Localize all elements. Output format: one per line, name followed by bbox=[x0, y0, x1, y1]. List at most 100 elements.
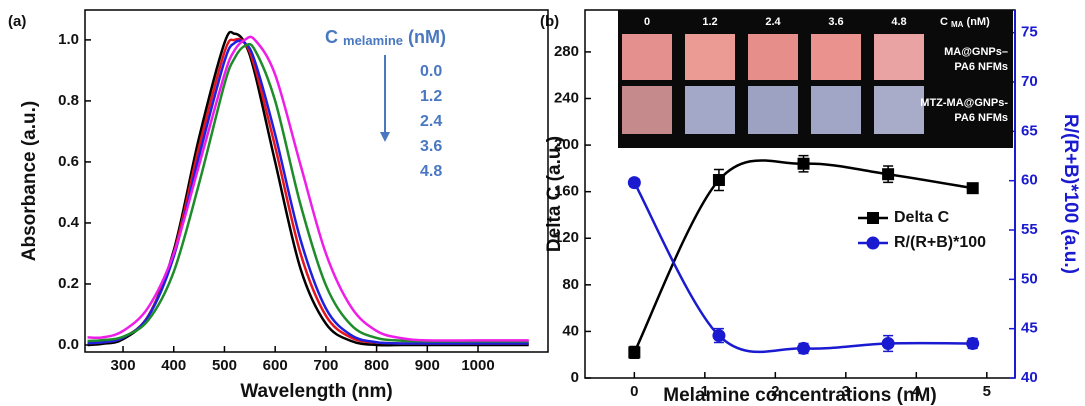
x-tick-label: 700 bbox=[313, 357, 338, 374]
x-tick-label: 1 bbox=[701, 383, 709, 400]
legend-label: 4.8 bbox=[420, 163, 442, 180]
x-tick-label: 0 bbox=[630, 383, 638, 400]
marker bbox=[712, 174, 725, 187]
marker bbox=[627, 176, 641, 190]
legend-title: C melamine (nM) bbox=[325, 27, 446, 51]
y-tick-label: 1.0 bbox=[58, 31, 79, 48]
legend-label: 0.0 bbox=[420, 63, 442, 80]
photo-inset: 0 1.2 2.4 3.6 4.8 C MA (nM) MA@GNPs– PA6… bbox=[618, 10, 1013, 148]
series-line bbox=[633, 182, 973, 354]
y-tick-label: 0.6 bbox=[58, 153, 79, 170]
series-line bbox=[633, 159, 973, 353]
legend-label: 3.6 bbox=[420, 138, 442, 155]
y-tick-label: 280 bbox=[554, 43, 579, 60]
x-tick-label: 600 bbox=[263, 357, 288, 374]
x-tick-label: 400 bbox=[161, 357, 186, 374]
inset-column-label: 3.6 bbox=[828, 16, 843, 28]
panel-label: (a) bbox=[8, 13, 26, 30]
legend-title-main: C bbox=[325, 27, 338, 47]
legend-label: 1.2 bbox=[420, 88, 442, 105]
y-axis-label: Absorbance (a.u.) bbox=[19, 101, 40, 261]
panel-label: (b) bbox=[540, 13, 559, 30]
series-line bbox=[87, 35, 529, 342]
photo bbox=[874, 86, 924, 134]
legend-title-sub: melamine bbox=[343, 33, 403, 48]
x-tick-label: 3 bbox=[842, 383, 850, 400]
y2-tick-label: 75 bbox=[1021, 24, 1038, 41]
panel: 0 1 2 3 4 50408012016020024028040455055606570… bbox=[540, 9, 1081, 406]
photo bbox=[874, 34, 924, 80]
photo bbox=[748, 34, 798, 80]
x-axis-label: Wavelength (nm) bbox=[240, 381, 392, 402]
x-tick-label: 500 bbox=[212, 357, 237, 374]
series-line bbox=[87, 39, 529, 345]
inset-row-label: PA6 NFMs bbox=[954, 61, 1008, 73]
y-axis-label: Delta C (a.u.) bbox=[544, 136, 565, 252]
x-tick-label: 900 bbox=[415, 357, 440, 374]
y-tick-label: 0.8 bbox=[58, 92, 79, 109]
y-tick-label: 0.0 bbox=[58, 336, 79, 353]
inset-axis-label-unit: (nM) bbox=[967, 16, 991, 28]
photo bbox=[622, 86, 672, 134]
marker bbox=[881, 336, 895, 350]
photo bbox=[685, 34, 735, 80]
marker bbox=[882, 168, 895, 181]
inset-axis-label: C MA (nM) bbox=[940, 16, 990, 31]
legend-label: R/(R+B)*100 bbox=[894, 234, 986, 251]
panel: 300 400 500 600 700 800 900 1000 0.0 0.2 0.4 0.6 0.8… bbox=[8, 9, 549, 402]
marker bbox=[712, 329, 726, 343]
legend-title-unit: (nM) bbox=[408, 27, 446, 47]
y2-tick-label: 70 bbox=[1021, 73, 1038, 90]
photo bbox=[811, 34, 861, 80]
y2-tick-label: 45 bbox=[1021, 320, 1038, 337]
photo bbox=[622, 34, 672, 80]
inset-column-label: 2.4 bbox=[765, 16, 781, 28]
y2-tick-label: 65 bbox=[1021, 122, 1038, 139]
series-line bbox=[87, 42, 529, 343]
inset-column-label: 4.8 bbox=[891, 16, 906, 28]
legend-marker bbox=[866, 236, 880, 250]
y-tick-label: 200 bbox=[554, 136, 579, 153]
marker bbox=[628, 346, 641, 359]
y2-tick-label: 60 bbox=[1021, 172, 1038, 189]
y2-tick-label: 50 bbox=[1021, 270, 1038, 287]
photo bbox=[685, 86, 735, 134]
inset-row-label: MTZ-MA@GNPs- bbox=[920, 97, 1008, 109]
inset-column-label: 1.2 bbox=[702, 16, 717, 28]
legend-marker bbox=[867, 212, 879, 224]
inset-column-label: 0 bbox=[644, 16, 650, 28]
x-axis-label: Melamine concentrations (nM) bbox=[663, 385, 936, 406]
x-tick-label: 2 bbox=[771, 383, 779, 400]
inset-axis-label-main: C bbox=[940, 16, 948, 28]
legend-arrow-head bbox=[380, 132, 390, 142]
marker bbox=[797, 157, 810, 170]
plot-frame bbox=[84, 9, 549, 353]
photo bbox=[811, 86, 861, 134]
legend-label: 2.4 bbox=[420, 113, 442, 130]
marker bbox=[797, 341, 811, 355]
y-tick-label: 0 bbox=[571, 369, 579, 386]
y2-axis-label: R/(R+B)*100 (a.u.) bbox=[1060, 114, 1081, 274]
x-tick-label: 4 bbox=[912, 383, 921, 400]
inset-row-label: MA@GNPs– bbox=[944, 46, 1008, 58]
inset-axis-label-sub: MA bbox=[951, 20, 964, 29]
marker bbox=[966, 182, 979, 195]
legend-label: Delta C bbox=[894, 209, 950, 226]
x-tick-label: 5 bbox=[983, 383, 991, 400]
inset-row-label: PA6 NFMs bbox=[954, 112, 1008, 124]
y2-tick-label: 55 bbox=[1021, 221, 1038, 238]
x-tick-label: 1000 bbox=[461, 357, 494, 374]
y-tick-label: 40 bbox=[562, 322, 579, 339]
x-tick-label: 800 bbox=[364, 357, 389, 374]
y-tick-label: 0.4 bbox=[58, 214, 80, 231]
y2-tick-label: 40 bbox=[1021, 369, 1038, 386]
y-tick-label: 160 bbox=[554, 183, 579, 200]
marker bbox=[966, 336, 980, 350]
y-tick-label: 80 bbox=[562, 276, 579, 293]
y-tick-label: 240 bbox=[554, 89, 579, 106]
y-tick-label: 120 bbox=[554, 229, 579, 246]
y-tick-label: 0.2 bbox=[58, 275, 79, 292]
photo bbox=[748, 86, 798, 134]
x-tick-label: 300 bbox=[111, 357, 136, 374]
